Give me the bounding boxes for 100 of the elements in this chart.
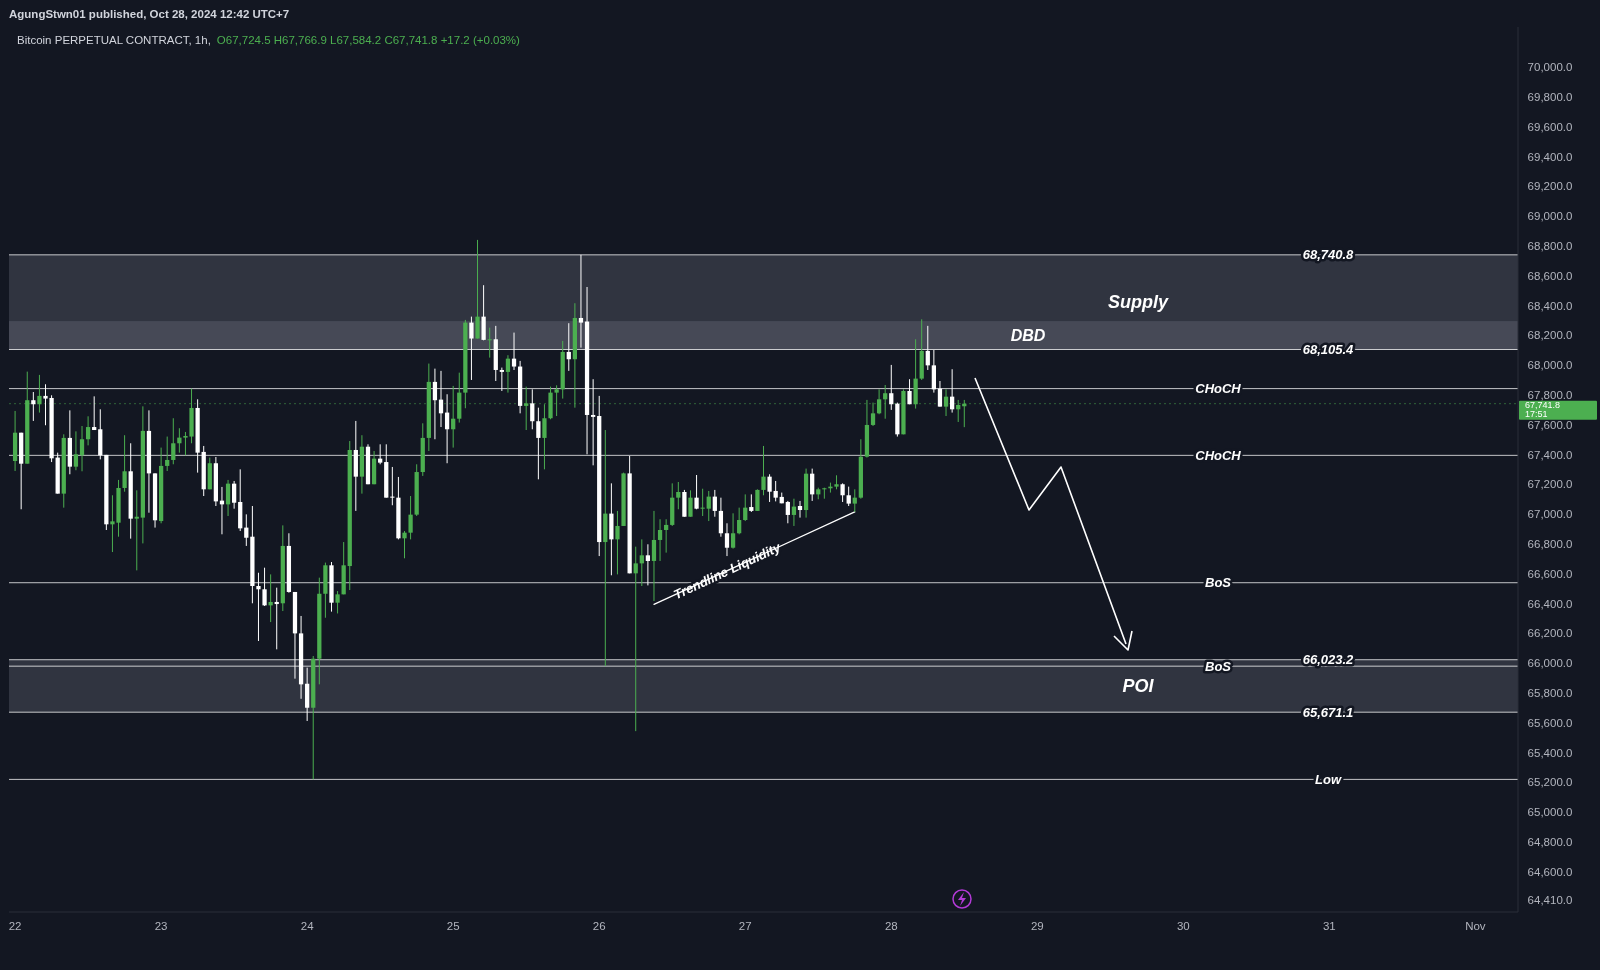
y-tick-label: 66,400.0	[1527, 597, 1573, 610]
candlestick	[335, 590, 340, 614]
candlestick	[390, 466, 395, 506]
candlestick	[37, 374, 42, 414]
candlestick	[773, 480, 778, 502]
ref-line-label: 65,671.1	[1302, 704, 1354, 720]
x-tick-label: 31	[1322, 920, 1336, 933]
x-tick-label: Nov	[1465, 920, 1486, 933]
candlestick	[177, 427, 182, 454]
y-tick-label: 66,800.0	[1527, 538, 1573, 551]
y-tick-label: 69,600.0	[1527, 120, 1573, 133]
ref-line-label: 67,741.8	[1525, 400, 1561, 411]
y-tick-label: 65,000.0	[1527, 806, 1573, 819]
candlestick	[232, 480, 237, 510]
x-tick-label: 22	[8, 920, 22, 933]
candlestick	[822, 487, 827, 500]
candlestick	[615, 510, 620, 575]
candlestick	[870, 402, 876, 427]
candlestick	[676, 481, 681, 510]
y-tick-label: 67,800.0	[1527, 389, 1573, 402]
candlestick	[810, 468, 815, 502]
candlestick	[767, 473, 772, 503]
y-tick-label: 69,200.0	[1527, 180, 1573, 193]
candlestick	[542, 403, 547, 470]
y-tick-label: 66,600.0	[1527, 567, 1573, 580]
candlestick	[883, 384, 888, 420]
candlestick	[92, 395, 97, 431]
candlestick	[651, 510, 657, 602]
candlestick	[743, 493, 748, 522]
candlestick	[718, 497, 724, 538]
text: Bitcoin PERPETUAL CONTRACT, 1h,	[17, 34, 211, 47]
candlestick	[524, 386, 529, 431]
candlestick	[657, 518, 663, 562]
candlestick	[505, 354, 511, 394]
ref-line-label: 68,740.8	[1302, 247, 1355, 263]
y-tick-label: 64,600.0	[1527, 865, 1573, 878]
x-tick-label: 28	[884, 920, 898, 933]
candlestick	[554, 384, 559, 417]
candlestick	[225, 479, 231, 517]
candlestick	[785, 500, 790, 524]
ref-line-label: 66,023.2	[1302, 652, 1355, 668]
candlestick	[706, 490, 711, 522]
y-tick-label: 70,000.0	[1527, 61, 1573, 74]
candlestick	[475, 239, 480, 340]
candlestick	[171, 417, 176, 465]
ref-line-label: BoS	[1205, 658, 1232, 674]
y-tick-label: 67,200.0	[1527, 478, 1573, 491]
candlestick	[633, 546, 638, 732]
y-tick-label: 65,600.0	[1527, 716, 1573, 729]
candlestick	[639, 538, 644, 587]
y-tick-label: 68,600.0	[1527, 269, 1573, 282]
x-tick-label: 29	[1030, 920, 1044, 933]
y-tick-label: 66,000.0	[1527, 657, 1573, 670]
candlestick	[165, 436, 170, 472]
candlestick	[122, 434, 127, 493]
text: O67,724.5 H67,766.9 L67,584.2 C67,741.8 +17.2 (+0.03%)	[216, 34, 521, 47]
x-tick-label: 27	[738, 920, 752, 933]
x-tick-label: 30	[1176, 920, 1190, 933]
candlestick	[797, 500, 803, 519]
band-label: DBD	[1010, 326, 1046, 344]
x-tick-label: 25	[446, 920, 460, 933]
y-tick-label: 68,000.0	[1527, 359, 1573, 372]
y-tick-label: 65,400.0	[1527, 746, 1573, 759]
candlestick	[852, 488, 857, 513]
candlestick	[694, 474, 699, 510]
y-tick-label: 67,000.0	[1527, 508, 1573, 521]
candlestick	[943, 388, 949, 417]
y-tick-label: 68,200.0	[1527, 329, 1573, 342]
candlestick	[840, 482, 845, 503]
x-tick-label: 24	[300, 920, 315, 933]
y-tick-label: 64,410.0	[1527, 894, 1573, 907]
candlestick	[712, 489, 717, 518]
band-label: POI	[1122, 676, 1155, 697]
candlestick	[481, 284, 486, 341]
candlestick	[846, 486, 851, 507]
y-tick-label: 68,400.0	[1527, 299, 1573, 312]
candlestick	[244, 513, 249, 547]
candlestick	[603, 429, 608, 667]
y-tick-label: 69,800.0	[1527, 91, 1573, 104]
candlestick	[79, 425, 85, 472]
x-tick-label: 26	[592, 920, 606, 933]
candlestick	[737, 507, 742, 535]
y-tick-label: 69,000.0	[1527, 210, 1573, 223]
candlestick	[402, 530, 407, 559]
text: AgungStwn01 published, Oct 28, 2024 12:42 UTC+7	[9, 8, 290, 21]
y-tick-label: 66,200.0	[1527, 627, 1573, 640]
candlestick	[85, 415, 91, 446]
band-label: Supply	[1107, 292, 1169, 313]
y-tick-label: 64,800.0	[1527, 836, 1573, 848]
candlestick	[876, 388, 882, 415]
y-tick-label: 65,800.0	[1527, 687, 1573, 700]
candlestick	[688, 489, 693, 518]
candlestick	[408, 495, 413, 540]
y-tick-label: 67,400.0	[1527, 448, 1573, 461]
x-tick-label: 23	[154, 920, 168, 933]
candlestick	[73, 430, 79, 471]
y-tick-label: 68,800.0	[1527, 240, 1573, 253]
y-tick-label: 67,600.0	[1527, 418, 1573, 431]
text: 17:51	[1525, 409, 1548, 420]
candlestick	[31, 391, 36, 422]
